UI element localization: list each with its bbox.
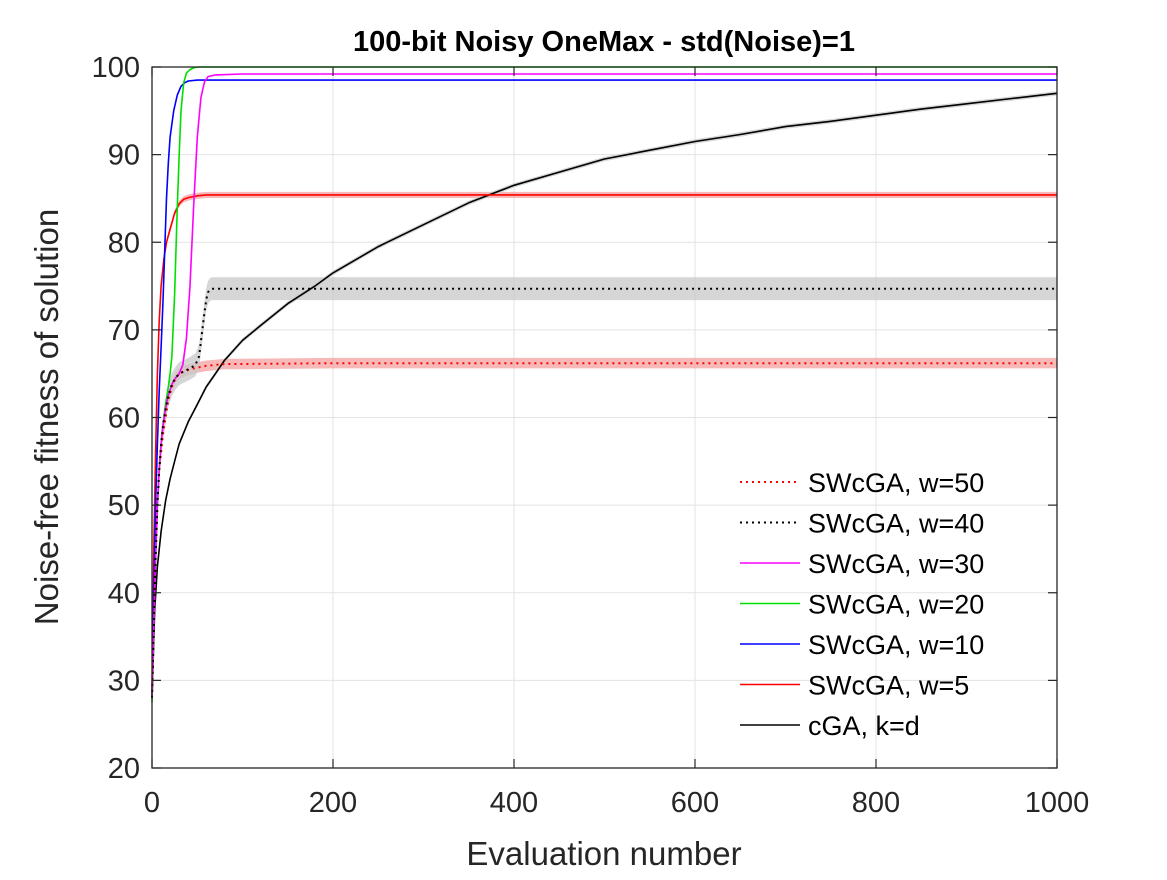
y-tick-label: 40	[108, 578, 140, 610]
legend-entry: SWcGA, w=30	[808, 549, 984, 579]
legend-entry: SWcGA, w=5	[808, 671, 969, 701]
series-line-1	[151, 287, 1057, 698]
y-tick-label: 70	[108, 315, 140, 347]
y-tick-label: 20	[108, 753, 140, 785]
series-line-5	[151, 194, 1057, 690]
legend-entry: SWcGA, w=10	[808, 630, 984, 660]
x-tick-label: 600	[671, 787, 719, 819]
axis-ticks: 0 200 400 600 800 1000 20 30 40 50 60 70 80 90 100	[92, 52, 1090, 819]
series-line-6	[151, 92, 1058, 698]
legend-entry: cGA, k=d	[808, 711, 920, 741]
y-tick-label: 100	[92, 52, 140, 84]
y-tick-label: 60	[108, 403, 140, 435]
x-tick-label: 800	[852, 787, 900, 819]
y-tick-label: 30	[108, 665, 140, 697]
legend-entry: SWcGA, w=50	[808, 468, 984, 498]
legend-entry: SWcGA, w=40	[808, 509, 984, 539]
x-axis-label: Evaluation number	[466, 835, 741, 872]
x-tick-label: 1000	[1025, 787, 1090, 819]
series-line-2	[151, 73, 1057, 698]
y-tick-label: 50	[108, 490, 140, 522]
x-tick-label: 200	[309, 787, 357, 819]
legend-entry: SWcGA, w=20	[808, 590, 984, 620]
x-tick-label: 0	[144, 787, 160, 819]
series-line-4	[151, 79, 1057, 698]
chart-title: 100-bit Noisy OneMax - std(Noise)=1	[353, 26, 855, 58]
y-tick-label: 80	[108, 227, 140, 259]
legend: SWcGA, w=50 SWcGA, w=40 SWcGA, w=30 SWcGA, …	[740, 468, 984, 741]
x-tick-label: 400	[490, 787, 538, 819]
y-axis-label: Noise-free fitness of solution	[28, 209, 65, 625]
y-tick-label: 90	[108, 140, 140, 172]
